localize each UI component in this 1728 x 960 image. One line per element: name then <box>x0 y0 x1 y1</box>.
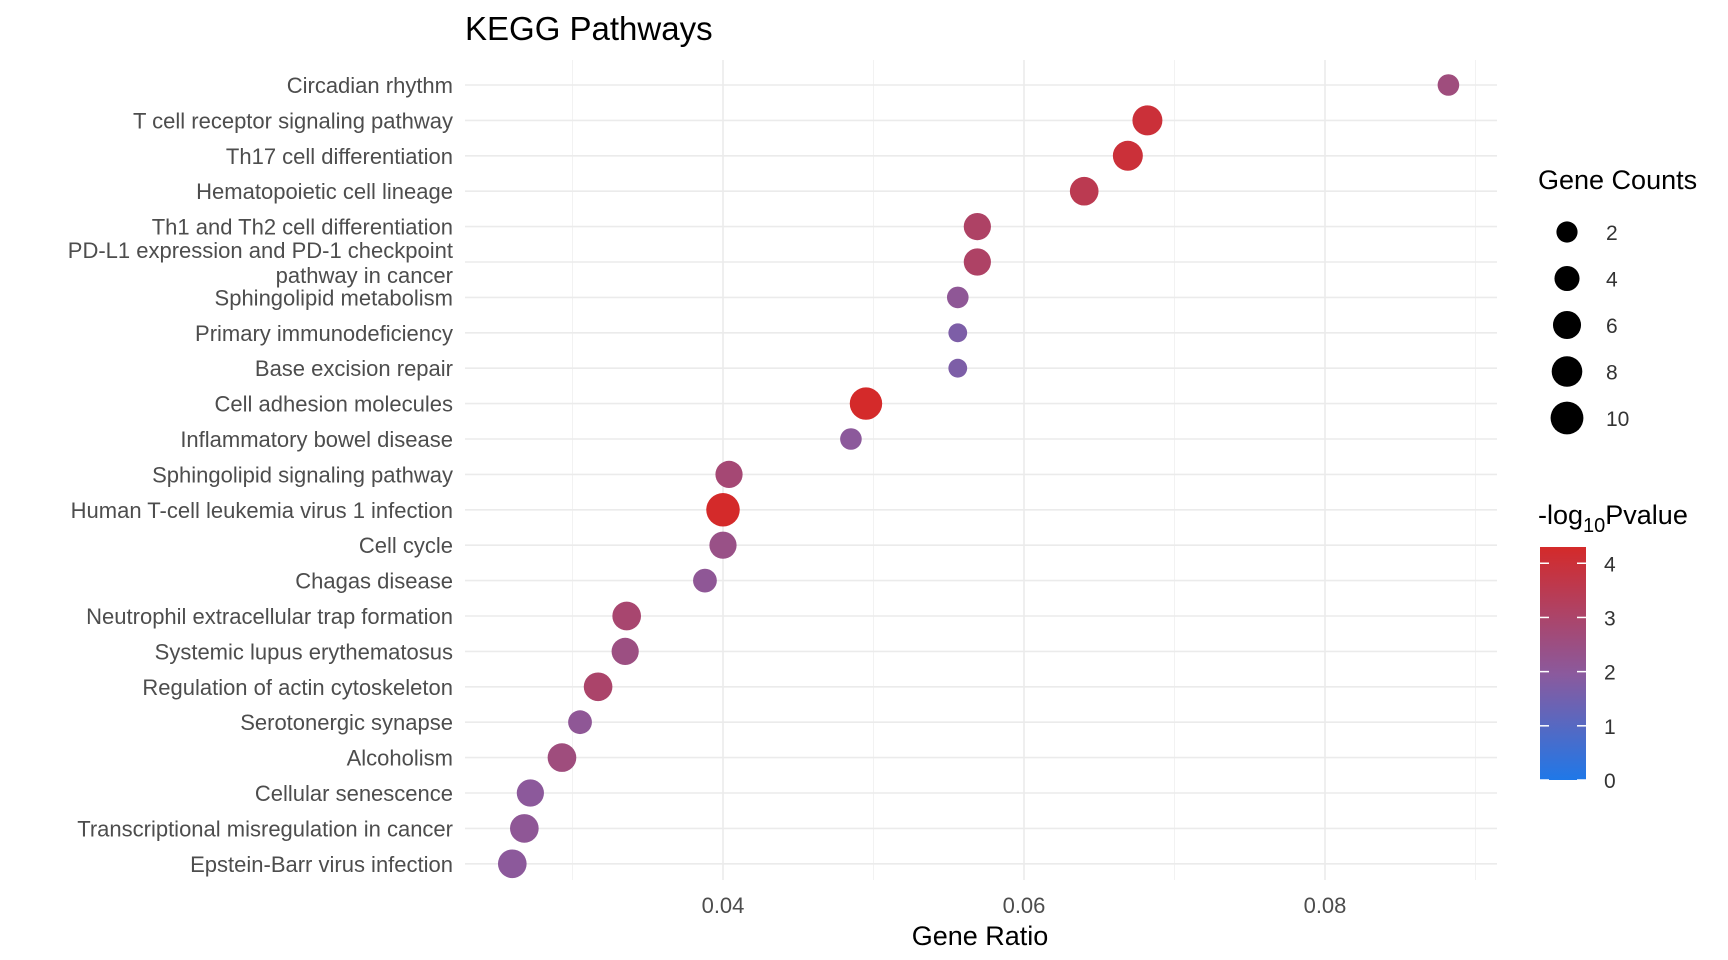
pathway-label: Primary immunodeficiency <box>195 321 453 346</box>
pathway-label: PD-L1 expression and PD-1 checkpoint path… <box>68 238 453 288</box>
pathway-label: Regulation of actin cytoskeleton <box>142 675 453 700</box>
color-legend-label: 2 <box>1604 662 1616 685</box>
pathway-label: Sphingolipid metabolism <box>215 285 453 310</box>
pathway-label: Human T-cell leukemia virus 1 infection <box>71 498 453 523</box>
pathway-label: Circadian rhythm <box>287 73 453 98</box>
data-point <box>706 493 740 527</box>
data-point <box>946 286 969 309</box>
pathway-label: Serotonergic synapse <box>240 710 453 735</box>
pathway-label: T cell receptor signaling pathway <box>133 108 453 133</box>
data-point <box>693 568 717 593</box>
data-points <box>497 74 1460 879</box>
size-legend-title: Gene Counts <box>1538 165 1697 195</box>
size-legend-key <box>1552 310 1582 340</box>
x-axis-title: Gene Ratio <box>912 921 1049 951</box>
color-legend-label: 0 <box>1604 770 1616 793</box>
pathway-label: Hematopoietic cell lineage <box>196 179 453 204</box>
size-legend: Gene Counts 2 4 6 8 10 <box>1538 165 1697 435</box>
y-axis-labels: Circadian rhythm T cell receptor signalin… <box>68 73 453 877</box>
pathway-label: Transcriptional misregulation in cancer <box>77 816 453 841</box>
pathway-label: Alcoholism <box>347 746 453 771</box>
data-point <box>715 460 743 489</box>
data-point <box>963 212 991 241</box>
pathway-label: Th17 cell differentiation <box>226 144 453 169</box>
size-legend-label: 4 <box>1606 269 1618 292</box>
size-legend-label: 6 <box>1606 315 1618 338</box>
pathway-label: Epstein-Barr virus infection <box>190 852 453 877</box>
data-point <box>1069 176 1099 206</box>
pathway-label: Cell cycle <box>359 533 453 558</box>
grid <box>465 60 1497 880</box>
data-point <box>516 779 544 807</box>
pathway-label: Cell adhesion molecules <box>215 392 453 417</box>
x-tick-label: 0.08 <box>1304 893 1347 918</box>
data-point <box>611 637 639 666</box>
data-point <box>840 428 862 450</box>
size-legend-key <box>1551 356 1583 387</box>
pathway-label: Th1 and Th2 cell differentiation <box>152 215 453 240</box>
data-point <box>547 743 577 772</box>
size-legend-label: 8 <box>1606 362 1618 385</box>
size-legend-key <box>1556 221 1578 243</box>
pathway-label: Cellular senescence <box>255 781 453 806</box>
pathway-label: Systemic lupus erythematosus <box>155 639 453 664</box>
color-legend-label: 4 <box>1604 553 1616 576</box>
data-point <box>849 387 883 420</box>
data-point <box>709 531 737 559</box>
size-legend-key <box>1550 401 1584 435</box>
data-point <box>583 672 613 702</box>
color-legend: -log10Pvalue 0 1 2 3 4 <box>1538 500 1688 793</box>
x-tick-label: 0.06 <box>1003 893 1046 918</box>
data-point <box>568 710 592 735</box>
data-point <box>510 814 539 843</box>
x-axis-ticks: 0.04 0.06 0.08 <box>702 893 1347 918</box>
chart-title: KEGG Pathways <box>465 10 713 47</box>
color-legend-label: 1 <box>1604 716 1616 739</box>
color-legend-label: 3 <box>1604 607 1616 630</box>
data-point <box>612 601 642 631</box>
data-point <box>1132 105 1163 136</box>
data-point <box>963 248 991 276</box>
data-point <box>948 358 968 378</box>
data-point <box>497 849 527 879</box>
data-point <box>1112 140 1143 171</box>
size-legend-label: 2 <box>1606 222 1618 245</box>
color-legend-title: -log10Pvalue <box>1538 500 1688 537</box>
x-tick-label: 0.04 <box>702 893 745 918</box>
pathway-label: Chagas disease <box>295 569 453 594</box>
pathway-label: Base excision repair <box>255 356 453 381</box>
pathway-label: Neutrophil extracellular trap formation <box>86 604 453 629</box>
color-bar <box>1540 547 1586 780</box>
pathway-label: Sphingolipid signaling pathway <box>152 462 453 487</box>
size-legend-label: 10 <box>1606 408 1629 431</box>
data-point <box>1437 74 1460 96</box>
pathway-label: Inflammatory bowel disease <box>180 427 453 452</box>
size-legend-key <box>1554 265 1580 292</box>
data-point <box>948 323 968 343</box>
